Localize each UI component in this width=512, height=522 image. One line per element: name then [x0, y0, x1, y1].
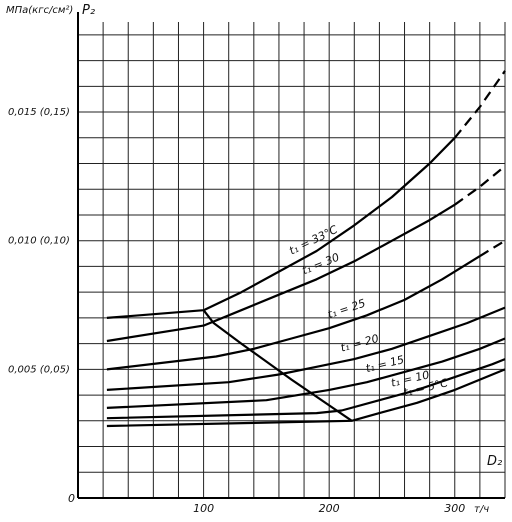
x-tick-label: 100	[193, 502, 214, 515]
series-line	[106, 203, 456, 343]
series-line	[106, 368, 506, 428]
series-line-extrapolated	[453, 70, 506, 139]
series-label: t₁ = 30	[300, 251, 341, 278]
x-axis-symbol: D₂	[487, 454, 502, 469]
limit-curve	[202, 309, 353, 422]
y-tick-label: 0,015 (0,15)	[8, 107, 70, 118]
series-label: t₁ = 15	[364, 353, 405, 375]
grid	[77, 22, 506, 499]
axes	[77, 12, 505, 499]
series-line	[106, 137, 456, 319]
y-tick-label: 0,010 (0,10)	[8, 236, 70, 247]
series-label: t₁ = 20	[339, 332, 380, 355]
series-line	[106, 358, 506, 420]
y-tick-label: 0,005 (0,05)	[8, 364, 70, 375]
x-tick-label: 300	[444, 502, 465, 515]
series-line	[106, 255, 481, 371]
y-axis-symbol: P₂	[82, 3, 95, 18]
series-group	[106, 70, 506, 428]
y-axis-label: МПа(кгс/см²)	[6, 5, 73, 16]
origin-label: 0	[68, 492, 75, 505]
limit-line	[202, 309, 353, 422]
series-line-extrapolated	[454, 165, 506, 206]
series-line	[106, 337, 506, 409]
series-line-extrapolated	[479, 239, 506, 258]
x-axis-unit: т/ч	[474, 504, 489, 515]
x-tick-label: 200	[319, 502, 340, 515]
series-line	[106, 306, 506, 391]
